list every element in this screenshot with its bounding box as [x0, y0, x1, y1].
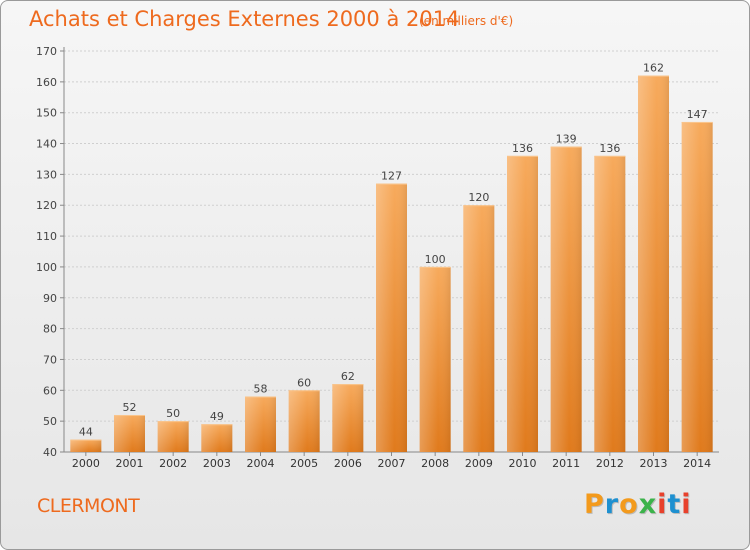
- bar-shade: [463, 205, 495, 452]
- y-tick-label: 80: [43, 323, 57, 336]
- data-label: 147: [687, 108, 708, 121]
- y-tick-label: 130: [36, 168, 57, 181]
- data-label: 50: [166, 407, 180, 420]
- bar-shade: [594, 155, 626, 452]
- x-tick-label: 2011: [552, 457, 580, 470]
- y-tick-label: 50: [43, 415, 57, 428]
- y-tick-label: 120: [36, 199, 57, 212]
- x-tick-label: 2006: [334, 457, 362, 470]
- x-tick-label: 2012: [596, 457, 624, 470]
- brand-letter: o: [619, 489, 639, 520]
- axes: 40 50 60 70 80 90 100 110 120 130 140 150 160 170 2000…: [36, 45, 719, 470]
- bar-shade: [332, 384, 364, 452]
- data-label: 44: [79, 426, 93, 439]
- bar-shade: [201, 424, 233, 452]
- y-tick-label: 140: [36, 138, 57, 151]
- bar-shade: [288, 390, 320, 452]
- y-tick-label: 90: [43, 292, 57, 305]
- x-tick-label: 2013: [640, 457, 668, 470]
- bar-shade: [419, 266, 451, 452]
- bar-shade: [157, 421, 189, 452]
- x-tick-label: 2000: [72, 457, 100, 470]
- x-tick-label: 2010: [509, 457, 537, 470]
- data-label: 58: [254, 382, 268, 395]
- x-tick-label: 2002: [159, 457, 187, 470]
- y-tick-label: 100: [36, 261, 57, 274]
- bar-shade: [70, 439, 102, 452]
- x-tick-label: 2001: [116, 457, 144, 470]
- bar-shade: [681, 121, 713, 452]
- data-label: 120: [468, 191, 489, 204]
- bar-shade: [376, 183, 407, 452]
- data-label: 52: [123, 401, 137, 414]
- y-tick-label: 60: [43, 384, 57, 397]
- bar-shade: [550, 146, 582, 452]
- bars: [70, 75, 713, 452]
- x-tick-label: 2009: [465, 457, 493, 470]
- data-label: 60: [297, 376, 311, 389]
- data-labels: 44 52 50 49 58 60 62 127 100 120 136 139 136 162 147: [79, 62, 708, 439]
- data-label: 62: [341, 370, 355, 383]
- data-label: 100: [425, 253, 446, 266]
- y-tick-label: 170: [36, 45, 57, 58]
- data-label: 136: [512, 142, 533, 155]
- x-tick-label: 2007: [378, 457, 406, 470]
- y-tick-label: 110: [36, 230, 57, 243]
- bar-shade: [114, 414, 145, 452]
- y-tick-label: 40: [43, 446, 57, 459]
- brand-letter: i: [681, 489, 692, 520]
- brand-letter: r: [604, 489, 620, 520]
- bar-shade: [245, 396, 276, 452]
- data-label: 127: [381, 170, 402, 183]
- y-tick-label: 160: [36, 76, 57, 89]
- data-label: 162: [643, 62, 664, 75]
- x-tick-label: 2004: [247, 457, 275, 470]
- x-tick-label: 2014: [683, 457, 711, 470]
- brand-letter: t: [667, 489, 682, 520]
- data-label: 49: [210, 410, 224, 423]
- chart-title: Achats et Charges Externes 2000 à 2014: [29, 7, 460, 31]
- y-tick-label: 70: [43, 353, 57, 366]
- x-tick-label: 2003: [203, 457, 231, 470]
- brand-letter: x: [638, 489, 658, 520]
- data-label: 136: [599, 142, 620, 155]
- x-tick-label: 2008: [421, 457, 449, 470]
- x-tick-label: 2005: [290, 457, 318, 470]
- proxiti-logo[interactable]: Proxiti: [584, 489, 692, 520]
- brand-letter: i: [657, 489, 668, 520]
- bar-shade: [638, 75, 669, 452]
- chart-unit: (en milliers d'€): [419, 14, 514, 28]
- city-name: CLERMONT: [37, 495, 140, 517]
- brand-letter: P: [584, 489, 605, 520]
- data-label: 139: [556, 133, 577, 146]
- y-tick-label: 150: [36, 107, 57, 120]
- bar-shade: [507, 155, 538, 452]
